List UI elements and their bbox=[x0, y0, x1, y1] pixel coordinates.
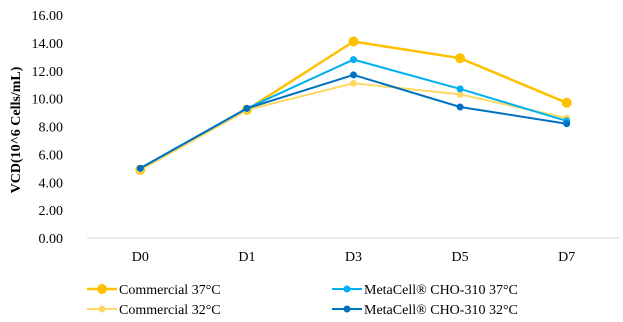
legend-label: Commercial 37°C bbox=[119, 283, 221, 298]
data-point bbox=[455, 53, 466, 64]
legend: Commercial 37°C Commercial 32°C MetaCell® … bbox=[87, 283, 518, 318]
y-tick-label: 14.00 bbox=[32, 37, 64, 52]
series-line bbox=[139, 73, 567, 170]
x-tick-label: D1 bbox=[238, 250, 255, 265]
legend-swatch-marker bbox=[98, 305, 106, 313]
legend-swatch-marker bbox=[97, 284, 107, 294]
x-axis-ticks: D0 D1 D3 D5 D7 bbox=[132, 250, 576, 265]
y-tick-label: 6.00 bbox=[39, 148, 64, 163]
y-tick-label: 10.00 bbox=[32, 93, 64, 108]
legend-swatch-marker bbox=[343, 305, 351, 313]
legend-swatch-marker bbox=[343, 285, 351, 293]
legend-label: MetaCell® CHO-310 37°C bbox=[364, 283, 518, 298]
data-point bbox=[350, 56, 357, 64]
data-point bbox=[456, 90, 464, 98]
series-lines bbox=[135, 36, 572, 175]
x-tick-label: D3 bbox=[345, 250, 362, 265]
data-point bbox=[350, 79, 357, 87]
y-tick-label: 16.00 bbox=[32, 9, 64, 24]
data-point bbox=[136, 164, 144, 172]
y-axis-title: VCD(10^6 Cells/mL) bbox=[9, 66, 24, 193]
data-point bbox=[456, 85, 464, 93]
y-tick-label: 0.00 bbox=[39, 232, 64, 247]
y-axis-ticks: 0.00 2.00 4.00 6.00 8.00 10.00 12.00 14.00 16.00 bbox=[32, 9, 64, 247]
x-tick-label: D7 bbox=[558, 250, 575, 265]
legend-item: Commercial 37°C bbox=[87, 283, 221, 298]
data-point bbox=[243, 104, 251, 112]
y-tick-label: 2.00 bbox=[39, 204, 64, 219]
legend-item: MetaCell® CHO-310 32°C bbox=[332, 303, 518, 318]
x-tick-label: D0 bbox=[132, 250, 149, 265]
data-point bbox=[350, 71, 357, 79]
data-point bbox=[348, 36, 359, 47]
legend-item: Commercial 32°C bbox=[87, 303, 221, 318]
series-line bbox=[139, 82, 567, 171]
x-tick-label: D5 bbox=[452, 250, 469, 265]
y-tick-label: 8.00 bbox=[39, 121, 64, 136]
data-point bbox=[561, 97, 572, 108]
data-point bbox=[563, 120, 571, 128]
y-tick-label: 12.00 bbox=[32, 65, 64, 80]
legend-item: MetaCell® CHO-310 37°C bbox=[332, 283, 518, 298]
legend-label: Commercial 32°C bbox=[119, 303, 221, 318]
data-point bbox=[456, 103, 464, 111]
y-tick-label: 4.00 bbox=[39, 176, 64, 191]
legend-label: MetaCell® CHO-310 32°C bbox=[364, 303, 518, 318]
